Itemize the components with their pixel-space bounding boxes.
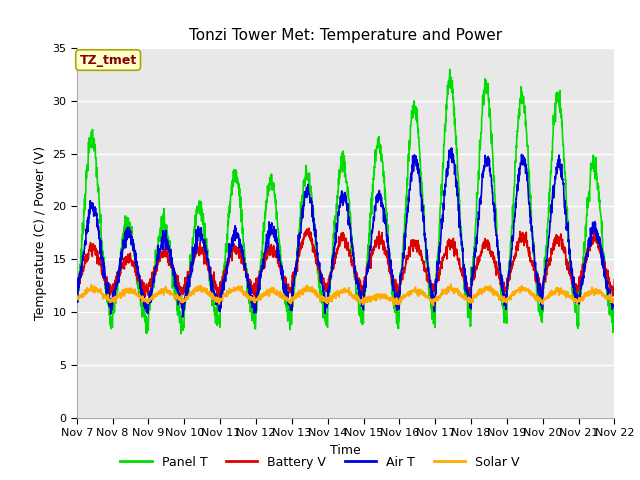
Battery V — [305, 225, 313, 231]
Title: Tonzi Tower Met: Temperature and Power: Tonzi Tower Met: Temperature and Power — [189, 28, 502, 43]
Air T — [223, 271, 231, 277]
Panel T — [373, 144, 381, 150]
Panel T — [563, 206, 571, 212]
Y-axis label: Temperature (C) / Power (V): Temperature (C) / Power (V) — [34, 146, 47, 320]
Air T — [502, 300, 510, 306]
Air T — [563, 227, 571, 232]
Panel T — [223, 246, 231, 252]
Solar V — [447, 281, 455, 287]
Battery V — [502, 287, 510, 292]
Air T — [179, 314, 186, 320]
Solar V — [429, 303, 437, 309]
Battery V — [223, 265, 230, 271]
Line: Solar V: Solar V — [77, 284, 614, 306]
Panel T — [611, 304, 618, 310]
Air T — [362, 280, 369, 286]
Text: TZ_tmet: TZ_tmet — [79, 54, 137, 67]
Solar V — [502, 297, 510, 302]
Panel T — [502, 312, 510, 318]
Battery V — [362, 279, 369, 285]
Panel T — [362, 285, 369, 291]
Air T — [611, 296, 618, 302]
Battery V — [373, 238, 381, 244]
Solar V — [73, 296, 81, 301]
Line: Panel T: Panel T — [77, 69, 614, 334]
X-axis label: Time: Time — [330, 444, 361, 456]
Solar V — [611, 299, 618, 304]
Air T — [373, 198, 381, 204]
Line: Air T: Air T — [77, 148, 614, 317]
Line: Battery V: Battery V — [77, 228, 614, 299]
Panel T — [73, 285, 81, 291]
Panel T — [177, 331, 185, 336]
Air T — [73, 294, 81, 300]
Solar V — [372, 297, 380, 303]
Solar V — [563, 291, 571, 297]
Solar V — [579, 296, 586, 302]
Panel T — [579, 265, 586, 271]
Solar V — [361, 297, 369, 303]
Battery V — [611, 277, 618, 283]
Battery V — [251, 296, 259, 302]
Solar V — [223, 288, 230, 294]
Battery V — [579, 269, 586, 275]
Legend: Panel T, Battery V, Air T, Solar V: Panel T, Battery V, Air T, Solar V — [115, 451, 525, 474]
Battery V — [73, 279, 81, 285]
Air T — [579, 279, 586, 285]
Battery V — [563, 267, 571, 273]
Air T — [448, 145, 456, 151]
Panel T — [446, 66, 454, 72]
